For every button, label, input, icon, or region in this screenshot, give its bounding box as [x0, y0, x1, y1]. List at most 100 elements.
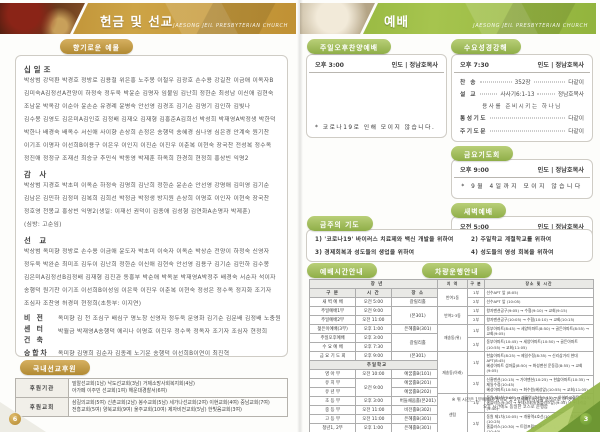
table-row: 후원교회 삼길의교회(5여) 신촌교회(2남) 봉수교회(5남) 세가나선교회(…: [15, 397, 288, 417]
service-time: 오전 5:00: [460, 224, 489, 231]
name-line: 옥미향 김명희 김순자 김종례 노기운 송행덕 이선희B이연이 최진혁: [58, 351, 230, 357]
service-time: 오후 3:00: [315, 62, 344, 69]
table-row: 주일예배1부 오전 9:00 (본301): [308, 306, 446, 325]
open-bible-photo: [300, 3, 375, 34]
service-time: 오후 9:00: [460, 167, 489, 174]
sermon-scripture: 사사기6:1-13: [500, 92, 535, 98]
vision-center-label: 비 전 센 터 건 축: [24, 314, 45, 344]
page-number-right: 3: [580, 413, 592, 425]
support-table: 후원기관 밀알선교회(1남) 낙도선교회(3남) 거제소망사회복지회(4남) 아…: [15, 378, 288, 417]
name-line: 정호영 천봉교 홍상빈 익명2(생일: 이재선 권덕이 김종애 김성형 김연화A…: [24, 209, 251, 215]
badge-wednesday-bible-lecture: 수요성경강해: [451, 39, 521, 54]
badge-dawn-worship: 새벽예배: [451, 203, 507, 218]
table-row: 새 벽 예 배 오전 5:00 갈릴리홀: [308, 297, 446, 307]
name-line: (심방: 고순임): [24, 222, 62, 228]
green-banner-band: [363, 3, 596, 34]
table-row: 주일오후예배 오후 3:00 갈릴리홀: [308, 333, 446, 352]
page-offering-mission: 헌금 및 선교 JAESONG JEIL PRESBYTERIAN CHURCH…: [0, 3, 296, 432]
support-church-value: 삼길의교회(5여) 신촌교회(2남) 봉수교회(5남) 세가나선교회(2여) 이…: [68, 397, 288, 417]
section-heading-tithe: 십일조: [24, 65, 54, 74]
name-line: 박한나 배경숙 배옥수 서신애 사이향 손상희 손정은 송행덕 송혜경 심나영 …: [24, 130, 270, 136]
lords-prayer-label: 주기도문: [460, 128, 487, 135]
offering-list-box: 십일조 박상범 강덕환 박경호 정방로 김용철 위은홍 노주봉 이철우 김광호 …: [15, 55, 288, 368]
service-leader: 인도 | 정남호목사: [391, 62, 438, 69]
name-line: 박상범 강덕환 박경호 정방로 김용철 위은홍 노주봉 이철우 김광호 손수용 …: [24, 78, 274, 84]
service-leader: 인도 | 정남호목사: [537, 62, 584, 69]
book-grapes-photo: [0, 3, 85, 34]
col-header: 구 분: [308, 288, 357, 298]
table-row: 2부 동부아파트(10:45) → 세양아파트(10:50) → 골든아파트(10…: [438, 337, 594, 352]
name-line: 조남윤 박옥감 이순아 윤손순 유경례 윤병숙 안선영 김경조 김기순 김명기 …: [24, 104, 251, 110]
sermon-label: 설 교: [460, 92, 477, 98]
section-heading-thanks: 감 사: [24, 170, 50, 179]
name-line: 이기조 이명자 이선희B이용구 이은우 이인지 이진순 이진우 이춘복 이현숙 …: [24, 143, 272, 149]
badge-fragrant-offering: 향기로운 예물: [60, 39, 133, 54]
lords-prayer-by: 다같이: [568, 128, 584, 135]
sermon-by: 정남호목사: [557, 92, 585, 98]
prayer-item: 1) '코로나19' 바이러스 치료제와 백신 개발을 위하여: [315, 237, 454, 243]
table-row: 청년1, 2부 오후 1:00 은혜홀B(301): [308, 423, 446, 432]
covid-note: * 9월 4일까지 모이지 않습니다: [461, 184, 583, 190]
group-header-adult: 장 년: [309, 279, 445, 289]
badge-worship-times: 예배시간안내: [307, 263, 377, 278]
weekly-prayer-box: 1) '코로나19' 바이러스 치료제와 백신 개발을 위하여 2) 주일학교 …: [306, 229, 593, 262]
gold-banner-band: [73, 3, 296, 34]
name-line: 옥미향 김 천 조심구 배심구 명노창 신영자 정두욱 문영화 김기순 김문배 …: [58, 316, 281, 322]
name-line: 박월금 박재영A송행덕 에리나 이명호 이진우 정수옥 정옥자 조기자 조심자 …: [58, 329, 268, 335]
name-line: 박상범 지경호 박초미 이옥순 하정숙 김명희 김난희 정한순 윤손순 안선영 …: [24, 183, 270, 189]
badge-friday-prayer: 금요기도회: [451, 146, 514, 161]
prayer-item: 4) 성도들의 영성 회복을 위하여: [471, 250, 554, 256]
name-line: 정진애 정정규 조재선 최승규 추민식 박동영 박제훈 하옥희 한경희 현정희 …: [24, 156, 249, 162]
vision-center-building-row: 비 전 센 터 건 축 옥미향 김 천 조심구 배심구 명노창 신영자 정두욱 …: [24, 313, 281, 346]
page-number-left: 6: [9, 413, 21, 425]
bus-schedule-table: 지 역 구 분 장소 및 시간 반여1동 1부 선수APT 앞 (8:05) 2부 선…: [437, 279, 594, 432]
church-name: JAESONG JEIL PRESBYTERIAN CHURCH: [473, 23, 588, 29]
lords-prayer-row: 주기도문 다같이: [460, 126, 584, 135]
support-org-value: 밀알선교회(1남) 낙도선교회(3남) 거제소망사회복지회(4남) 아가페 이주…: [68, 378, 288, 398]
table-row: 2부 신흥맨션(10:15) → 가야맨션(10:25) → 한솔아파트(10:3…: [438, 374, 594, 395]
sermon-title: 용사를 준비시키는 하나님: [482, 103, 562, 110]
sermon-row: 설 교 사사기6:1-13 정남호목사: [460, 89, 584, 98]
service-leader: 인도 | 정남호목사: [537, 224, 584, 231]
prayer-item: 3) 경제회복과 성도들의 생업을 위하여: [315, 250, 415, 256]
table-row: 반여1동 1부 선수APT 앞 (8:05): [437, 288, 594, 307]
name-line: 박상범 옥미향 정방로 손수용 이금애 윤도자 박초미 이숙자 이옥순 박상순 …: [24, 249, 270, 255]
table-row: 재송동(위) 1부 동부아파트(8:45) → 세양아파트(8:50) → 골든아파…: [437, 323, 594, 352]
name-line: 정두욱 박완순 최미조 김두이 김난희 정한순 이신애 김현숙 안선영 김용구 …: [24, 262, 270, 268]
name-line: 김미숙A김정선A전양이 하정숙 정두욱 박윤순 김명자 임불임 김난희 정한순 …: [24, 91, 274, 97]
col-header: 지 역: [437, 279, 468, 289]
name-line: 송행덕 원기찬 이기조 이선희B이성임 이은욱 이진우 이춘복 이현숙 정성은 …: [24, 288, 272, 294]
covid-note: * 코로나19로 인해 모이지 않습니다.: [315, 125, 436, 131]
name-line: 김수봉 김영도 김은미A김인호 김정배 김재오 김재형 김홍준A김희선 박성희 …: [24, 117, 276, 123]
col-header: 장소 및 시간: [484, 279, 594, 289]
table-row: 금 요 기 도 회 오후 9:00 (본301): [308, 351, 446, 361]
hymn-row: 찬 송 352장 다같이: [460, 77, 584, 86]
support-church-label: 후원교회: [15, 397, 69, 417]
wednesday-lecture-box: 오후 7:30 인도 | 정남호목사 찬 송 352장 다같이 설 교 사사기6:1-…: [451, 54, 593, 142]
united-prayer-row: 통성기도 다같이: [460, 113, 584, 122]
hymn-label: 찬 송: [460, 79, 477, 86]
book-spine-divider: [297, 0, 303, 432]
service-time: 오후 7:30: [460, 62, 489, 69]
table-row: 초 등 부 오후 3:00 버들채움홀(본201): [308, 396, 446, 406]
united-prayer-label: 통성기도: [460, 116, 487, 122]
name-line: 김남은 김민하 김정미 김복희 김희선 박정금 박정생 방지원 손상희 이명호 …: [24, 196, 270, 202]
name-line: 조심자 조찬영 허경미 현정희(초등부: 이지연): [24, 301, 142, 307]
support-org-label: 후원기관: [15, 378, 69, 398]
table-row: 젊은이예배(3부) 오후 1:00 은혜홀B(301): [308, 324, 446, 334]
name-line: 김은미A김정선B김정배 김재형 김진관 동홍부 박순애 박옥분 박재영A박정주 …: [24, 275, 276, 281]
table-row: 재송동(아래) 1부 한솔아파트(8:25) → 제일수정(8:35) → 신리삼거…: [437, 350, 594, 395]
hymn-by: 다같이: [568, 79, 584, 86]
badge-weekly-prayer: 금주의 기도: [307, 216, 373, 231]
table-row: 후원기관 밀알선교회(1남) 낙도선교회(3남) 거제소망사회복지회(4남) 아…: [15, 378, 288, 398]
worship-times-table: 장 년 구 분 시 간 장 소 새 벽 예 배 오전 5:00 갈릴리홀 주일예배1…: [308, 279, 446, 432]
col-header: 구 분: [467, 279, 485, 289]
service-leader: 인도 | 정남호목사: [537, 167, 584, 174]
table-row: 영 아 부 오전 10:00 예꿈홀B(101): [308, 369, 446, 379]
hymn-number: 352장: [514, 79, 531, 86]
table-row: 유 치 부 오전 9:00 예꿈홀B(201): [308, 378, 446, 397]
right-banner: 예배 JAESONG JEIL PRESBYTERIAN CHURCH: [300, 3, 600, 34]
table-row: 중 등 부 오전 11:00 비전홀B(302): [308, 405, 446, 415]
bus-footnote: ※ 위 시간은 1부예배(주일학교 및 2부예배) 시간을 중심으로 한 것이며…: [451, 398, 580, 410]
